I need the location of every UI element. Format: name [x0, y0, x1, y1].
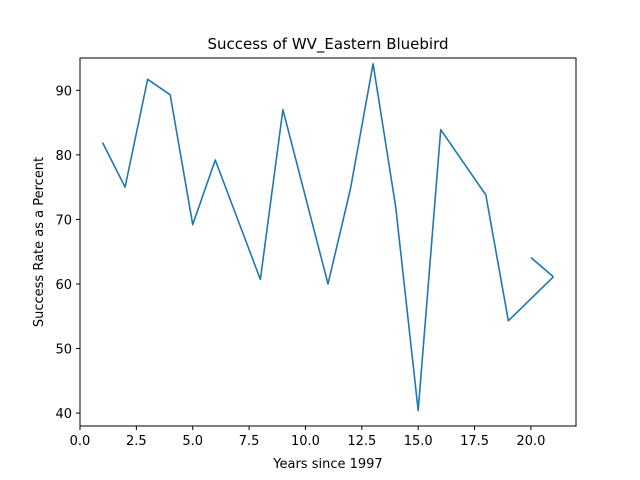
x-tick-label: 17.5: [460, 434, 489, 449]
x-axis-title: Years since 1997: [272, 457, 382, 472]
x-tick-label: 2.5: [126, 434, 147, 449]
y-tick-label: 90: [55, 84, 72, 99]
x-axis: 0.0 2.5 5.0 7.5 10.0 12.5 15.0 17.5 20.0: [70, 426, 545, 449]
x-tick-label: 15.0: [404, 434, 433, 449]
plot-area: [101, 63, 555, 412]
x-tick-label: 12.5: [347, 434, 376, 449]
axes-frame: [79, 57, 577, 427]
y-axis: 40 50 60 70 80 90: [55, 84, 80, 422]
y-tick-label: 60: [55, 278, 72, 293]
x-tick-label: 0.0: [70, 434, 91, 449]
y-axis-title: Success Rate as a Percent: [32, 157, 47, 327]
series-line-segment-1: [101, 63, 555, 412]
series-line-segment-2: [530, 256, 554, 278]
x-tick-label: 10.0: [291, 434, 320, 449]
y-tick-label: 40: [55, 407, 72, 422]
y-tick-label: 70: [55, 213, 72, 228]
y-tick-label: 50: [55, 343, 72, 358]
y-tick-label: 80: [55, 149, 72, 164]
chart-title: Success of WV_Eastern Bluebird: [207, 35, 448, 54]
x-tick-label: 7.5: [239, 434, 260, 449]
x-tick-label: 20.0: [516, 434, 545, 449]
x-tick-label: 5.0: [182, 434, 203, 449]
